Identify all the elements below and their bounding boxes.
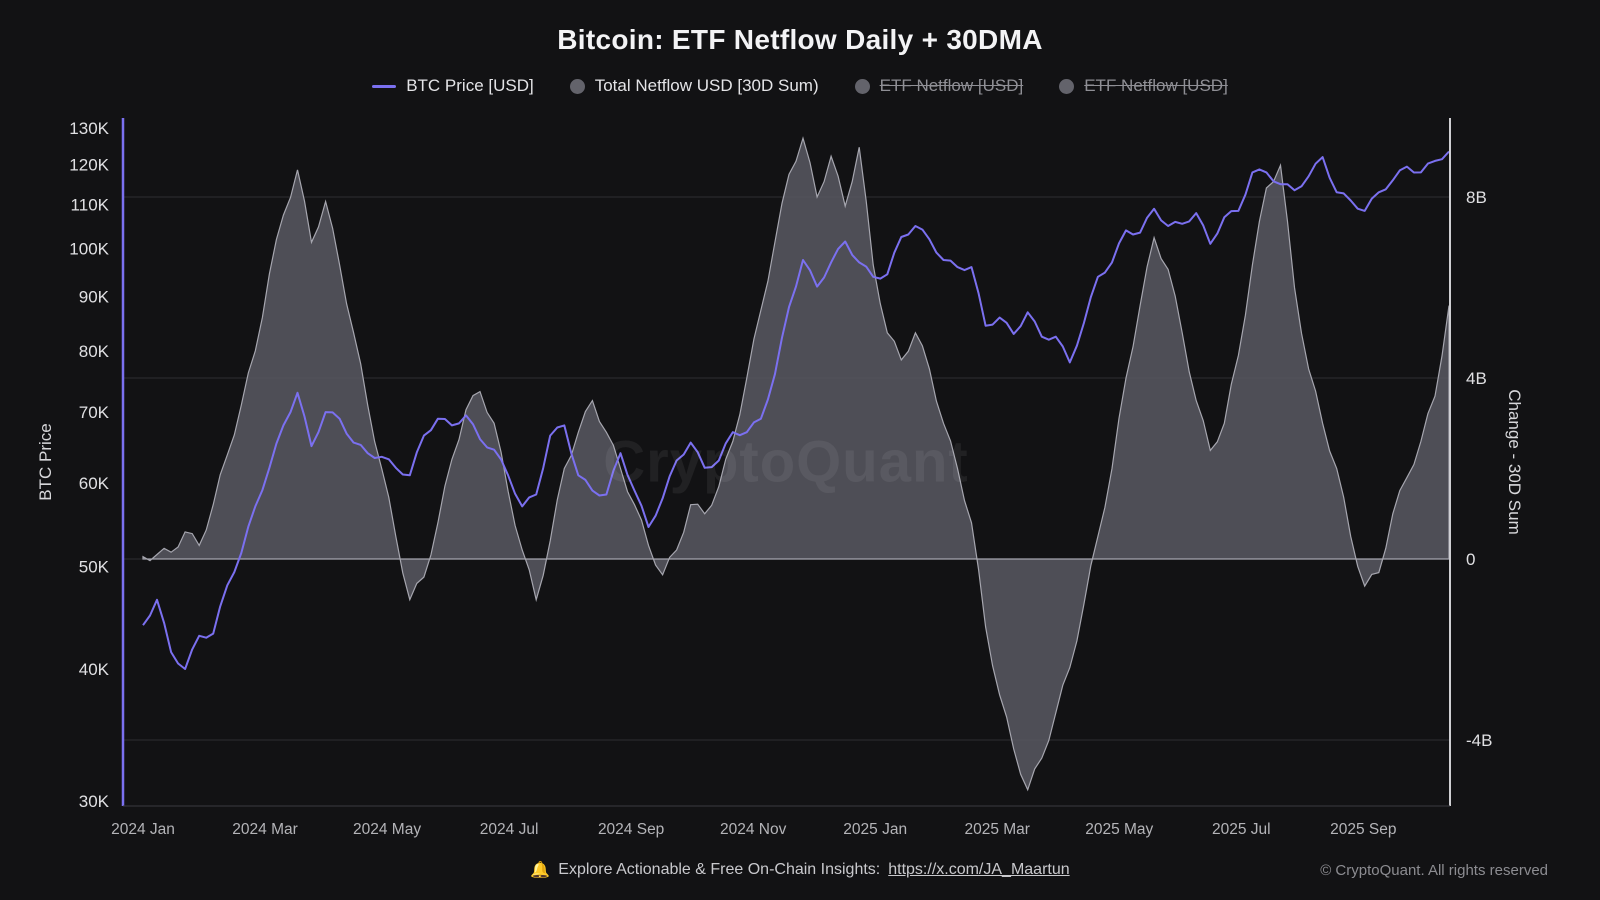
dot-swatch-icon [1059,78,1075,94]
right-tick-label: -4B [1466,731,1492,750]
legend-item-total-netflow[interactable]: Total Netflow USD [30D Sum) [569,76,819,96]
netflow-area-series [142,136,1450,792]
x-tick-label: 2024 Mar [232,821,297,838]
left-tick-label: 90K [79,288,110,307]
bell-icon: 🔔 [530,862,551,879]
x-tick-label: 2025 Sep [1330,821,1396,838]
legend-item-btc-price[interactable]: BTC Price [USD] [372,76,534,96]
legend-label: BTC Price [USD] [406,76,534,95]
dot-swatch-icon [569,78,585,94]
legend-item-etf-netflow-2[interactable]: ETF Netflow [USD] [1059,76,1228,96]
legend: BTC Price [USD] Total Netflow USD [30D S… [0,76,1600,96]
legend-item-etf-netflow-1[interactable]: ETF Netflow [USD] [854,76,1024,96]
x-tick-label: 2025 Mar [964,821,1029,838]
x-tick-label: 2025 Jan [843,821,907,838]
left-tick-label: 60K [79,474,110,493]
left-tick-label: 70K [79,403,110,422]
left-tick-label: 40K [79,660,110,679]
left-tick-label: 100K [69,239,109,258]
legend-label: ETF Netflow [USD] [879,76,1024,95]
left-tick-label: 120K [69,156,109,175]
right-tick-label: 0 [1466,550,1475,569]
footer: 🔔 Explore Actionable & Free On-Chain Ins… [0,860,1600,884]
x-tick-label: 2024 Jan [111,821,175,838]
footer-link[interactable]: https://x.com/JA_Maartun [888,861,1070,878]
line-swatch-icon [372,84,397,88]
legend-label: Total Netflow USD [30D Sum) [594,76,819,95]
dot-swatch-icon [854,78,870,94]
left-tick-label: 130K [69,119,109,138]
legend-label: ETF Netflow [USD] [1084,76,1228,95]
x-tick-label: 2025 May [1085,821,1153,838]
left-tick-label: 110K [71,196,110,215]
copyright: © CryptoQuant. All rights reserved [1320,862,1548,879]
x-tick-label: 2024 Sep [598,821,664,838]
x-tick-label: 2025 Jul [1212,821,1271,838]
btc-price-line-series [142,150,1450,670]
x-tick-label: 2024 Nov [720,821,787,838]
left-tick-label: 30K [79,792,110,811]
footer-text: Explore Actionable & Free On-Chain Insig… [558,861,881,878]
x-tick-label: 2024 May [353,821,421,838]
x-tick-label: 2024 Jul [480,821,539,838]
right-tick-label: 8B [1466,188,1487,207]
left-tick-label: 50K [79,558,110,577]
left-tick-label: 80K [79,342,110,361]
page-title: Bitcoin: ETF Netflow Daily + 30DMA [557,24,1043,55]
right-tick-label: 4B [1466,369,1487,388]
